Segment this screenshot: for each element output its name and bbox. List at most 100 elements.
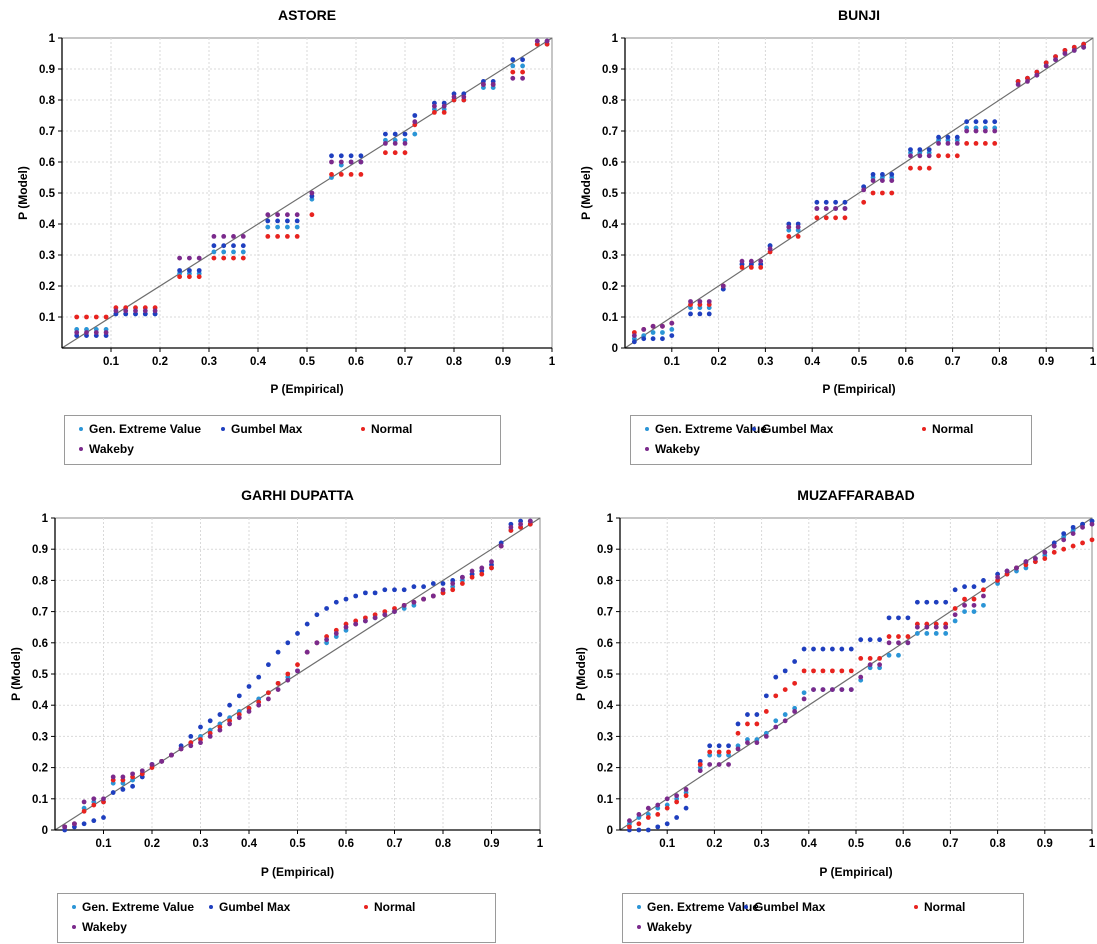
data-point — [655, 812, 661, 817]
data-point — [842, 206, 848, 211]
legend-label: Gumbel Max — [754, 900, 826, 914]
data-point — [450, 581, 456, 586]
x-axis-label: P (Empirical) — [270, 382, 343, 396]
chart-muzaffarabad: MUZAFFARABAD 0.1 0.2 0.3 0.4 0.5 0.6 0.7 0.8 0.9 1… — [565, 480, 1097, 880]
legend-item: Gumbel Max — [744, 900, 825, 914]
reference-line — [54, 517, 541, 831]
data-point — [338, 172, 344, 177]
data-point — [348, 153, 354, 159]
data-point — [177, 274, 183, 280]
data-point — [962, 602, 967, 608]
chart-astore-svg: ASTORE 0.1 0.2 0.3 0.4 0.5 0.6 0.7 0.8 0.9 1 0.1 0.2… — [16, 7, 556, 396]
data-point — [896, 634, 901, 639]
x-tick-label: 0.2 — [152, 356, 168, 368]
data-point — [324, 606, 329, 611]
data-point — [861, 199, 867, 205]
x-tick-label: 0.1 — [659, 838, 676, 850]
data-point — [833, 215, 838, 221]
data-point — [489, 559, 494, 565]
data-point — [1061, 531, 1067, 536]
data-point — [945, 153, 951, 159]
data-point — [886, 640, 892, 646]
data-point — [441, 103, 447, 109]
data-point — [534, 38, 540, 44]
data-point — [933, 624, 939, 630]
data-point — [211, 243, 217, 249]
data-point — [84, 314, 89, 320]
x-tick-label: 0.8 — [991, 356, 1008, 368]
data-point — [971, 602, 977, 608]
data-point — [877, 662, 882, 668]
data-point — [867, 656, 873, 661]
data-point — [763, 734, 769, 739]
y-tick-label: 1 — [612, 33, 619, 45]
data-point — [159, 758, 165, 764]
data-point — [207, 718, 213, 724]
data-point — [995, 574, 1000, 580]
legend-item: Wakeby — [79, 442, 134, 456]
data-point — [674, 799, 680, 805]
data-point — [936, 141, 941, 146]
data-point — [440, 581, 446, 586]
data-point — [1062, 51, 1068, 56]
legend-muzaffarabad: Gen. Extreme Value Gumbel Max Normal Wakeby — [622, 893, 1024, 943]
data-point — [814, 215, 820, 221]
data-point — [964, 128, 970, 134]
data-point — [811, 687, 816, 692]
chart-muzaffarabad-svg: MUZAFFARABAD 0.1 0.2 0.3 0.4 0.5 0.6 0.7 0.8 0.9 1… — [574, 487, 1096, 879]
data-point — [645, 827, 651, 833]
legend-item: Gen. Extreme Value — [637, 900, 759, 914]
data-point — [880, 178, 885, 184]
legend-label: Gumbel Max — [219, 900, 291, 914]
data-point — [411, 584, 417, 590]
data-point — [870, 172, 876, 177]
data-point — [886, 615, 892, 621]
data-point — [402, 141, 408, 146]
data-point — [275, 687, 281, 692]
data-point — [314, 612, 320, 618]
data-point — [169, 752, 174, 758]
chart-title: BUNJI — [838, 7, 880, 23]
data-point — [520, 69, 525, 75]
data-point — [217, 727, 223, 733]
data-point — [631, 339, 637, 345]
data-point — [952, 606, 958, 611]
data-point — [952, 618, 958, 624]
x-tick-label: 0.8 — [435, 838, 452, 850]
x-tick-label: 1 — [1089, 838, 1096, 850]
data-point — [688, 311, 693, 317]
data-point — [196, 268, 202, 273]
y-tick-label: 0.2 — [597, 763, 613, 775]
data-point — [917, 147, 923, 153]
data-point — [1070, 543, 1076, 549]
data-point — [265, 224, 271, 230]
legend-label: Normal — [374, 900, 416, 914]
data-point — [518, 521, 523, 527]
data-point — [905, 615, 911, 621]
data-point — [363, 618, 368, 624]
data-point — [392, 609, 397, 614]
data-point — [402, 131, 408, 137]
data-point — [479, 571, 485, 577]
data-point — [353, 621, 359, 627]
data-point — [285, 212, 290, 218]
legend-item: Gumbel Max — [752, 422, 833, 436]
data-point — [1014, 565, 1019, 571]
y-tick-label: 0.1 — [602, 312, 619, 324]
data-point — [1089, 537, 1095, 543]
data-point — [636, 812, 642, 817]
data-point — [231, 243, 236, 249]
data-point — [177, 255, 183, 261]
data-point — [142, 308, 148, 314]
data-point — [889, 172, 895, 177]
data-point — [231, 234, 236, 239]
x-tick-label: 0.3 — [201, 356, 217, 368]
data-point — [674, 793, 680, 799]
data-point — [886, 634, 892, 639]
data-point — [858, 637, 864, 643]
data-point — [510, 69, 516, 75]
data-point — [402, 150, 408, 156]
data-point — [130, 783, 136, 789]
legend-marker — [914, 905, 918, 909]
data-point — [889, 178, 895, 184]
